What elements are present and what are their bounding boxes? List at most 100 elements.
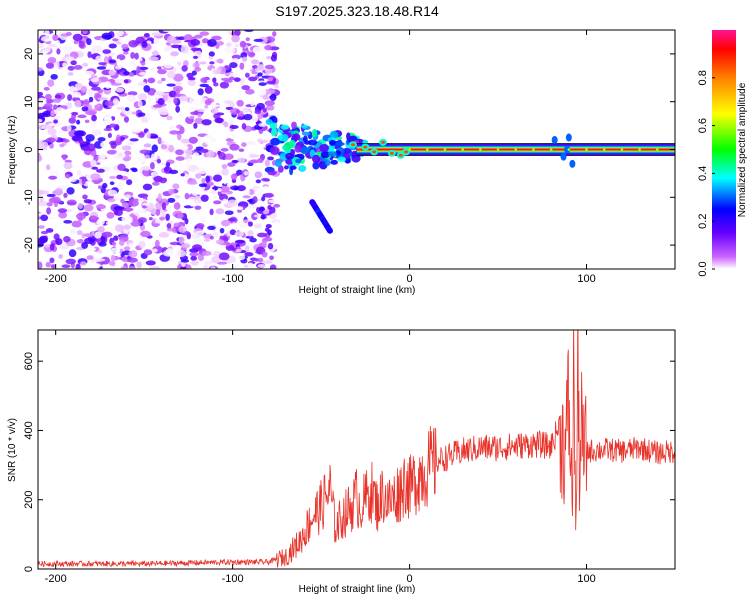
noise-blob — [210, 191, 217, 195]
noise-blob — [108, 59, 116, 64]
noise-blob — [208, 51, 215, 57]
noise-blob — [82, 30, 88, 35]
noise-blob — [227, 217, 236, 222]
snr-ytick-label: 400 — [23, 421, 35, 439]
noise-blob — [224, 79, 233, 83]
noise-blob — [269, 255, 274, 261]
noise-blob — [223, 100, 234, 104]
noise-blob — [143, 32, 150, 38]
noise-blob — [244, 30, 254, 33]
noise-blob — [83, 180, 95, 187]
noise-blob — [248, 76, 258, 82]
noise-blob — [233, 77, 241, 82]
noise-blob — [178, 236, 185, 244]
carrier-burst-blob — [560, 152, 567, 161]
noise-blob — [129, 60, 138, 68]
noise-blob — [190, 111, 199, 116]
noise-blob — [157, 193, 162, 201]
noise-blob — [114, 224, 124, 232]
noise-blob — [38, 140, 45, 148]
noise-blob — [241, 85, 251, 91]
noise-blob — [41, 124, 53, 130]
transition-blob — [285, 152, 294, 160]
noise-blob — [256, 87, 267, 96]
noise-blob — [55, 238, 63, 246]
noise-blob — [211, 255, 221, 264]
noise-blob — [229, 76, 235, 81]
noise-blob — [125, 206, 132, 213]
noise-blob — [61, 264, 71, 269]
snr-ytick-label: 0 — [23, 566, 35, 572]
noise-blob — [180, 266, 187, 269]
noise-blob — [242, 56, 248, 62]
carrier-wobble-core — [350, 143, 355, 147]
noise-blob — [38, 44, 44, 49]
noise-blob — [109, 123, 117, 128]
carrier-wobble-core — [363, 145, 368, 149]
noise-blob — [260, 177, 270, 182]
noise-blob — [137, 81, 147, 87]
noise-blob — [223, 121, 229, 128]
noise-blob — [123, 224, 132, 230]
noise-blob — [107, 189, 118, 197]
noise-blob — [87, 88, 93, 96]
noise-blob — [224, 30, 229, 36]
noise-blob — [272, 31, 277, 37]
noise-blob — [114, 156, 121, 160]
noise-blob — [168, 169, 179, 174]
carrier-wobble-core — [381, 140, 386, 144]
transition-blob — [289, 165, 297, 170]
noise-blob — [256, 102, 265, 110]
noise-blob — [106, 211, 115, 219]
noise-blob — [221, 164, 228, 169]
noise-blob — [199, 83, 210, 88]
noise-blob — [45, 216, 55, 220]
carrier-dot — [408, 148, 411, 151]
noise-blob — [142, 205, 147, 209]
noise-blob — [259, 206, 265, 212]
noise-blob — [168, 188, 175, 195]
spectrogram-y-ticks: -20 -10 0 10 20 — [23, 48, 675, 253]
carrier-dot — [443, 148, 447, 151]
spectrogram-ytick-label: -20 — [23, 237, 35, 253]
snr-y-label: SNR (10 * v/v) — [7, 418, 18, 482]
noise-blob — [255, 179, 262, 184]
noise-blob — [109, 175, 117, 180]
transition-blob — [270, 137, 280, 146]
noise-blob — [156, 158, 162, 164]
noise-blob — [245, 141, 256, 145]
noise-blob — [97, 97, 108, 101]
noise-blob — [166, 115, 173, 121]
noise-blob — [151, 98, 157, 106]
noise-blob — [237, 208, 243, 213]
carrier-dot — [514, 148, 518, 151]
noise-blob — [114, 209, 123, 216]
transition-blob — [294, 144, 302, 153]
noise-blob — [90, 173, 101, 181]
noise-blob — [113, 235, 119, 241]
transition-blob — [274, 159, 282, 168]
noise-blob — [176, 249, 187, 258]
noise-blob — [168, 144, 174, 153]
noise-blob — [64, 56, 75, 62]
noise-blob — [194, 66, 202, 72]
noise-blob — [70, 60, 77, 66]
noise-blob — [269, 264, 277, 269]
noise-blob — [72, 91, 82, 98]
noise-blob — [49, 257, 55, 264]
noise-blob — [138, 240, 146, 249]
noise-blob — [157, 69, 167, 75]
noise-blob — [262, 260, 273, 264]
spectrogram-ytick-label: 20 — [23, 48, 35, 60]
snr-x-label: Height of straight line (km) — [299, 584, 416, 595]
noise-blob — [160, 144, 168, 150]
noise-blob — [201, 177, 206, 184]
transition-blob — [329, 139, 336, 146]
noise-blob — [192, 55, 199, 60]
noise-blob — [109, 247, 121, 254]
noise-blob — [152, 248, 158, 253]
noise-blob — [193, 122, 198, 129]
noise-blob — [80, 261, 87, 266]
noise-blob — [211, 35, 222, 41]
noise-blob — [52, 209, 58, 215]
